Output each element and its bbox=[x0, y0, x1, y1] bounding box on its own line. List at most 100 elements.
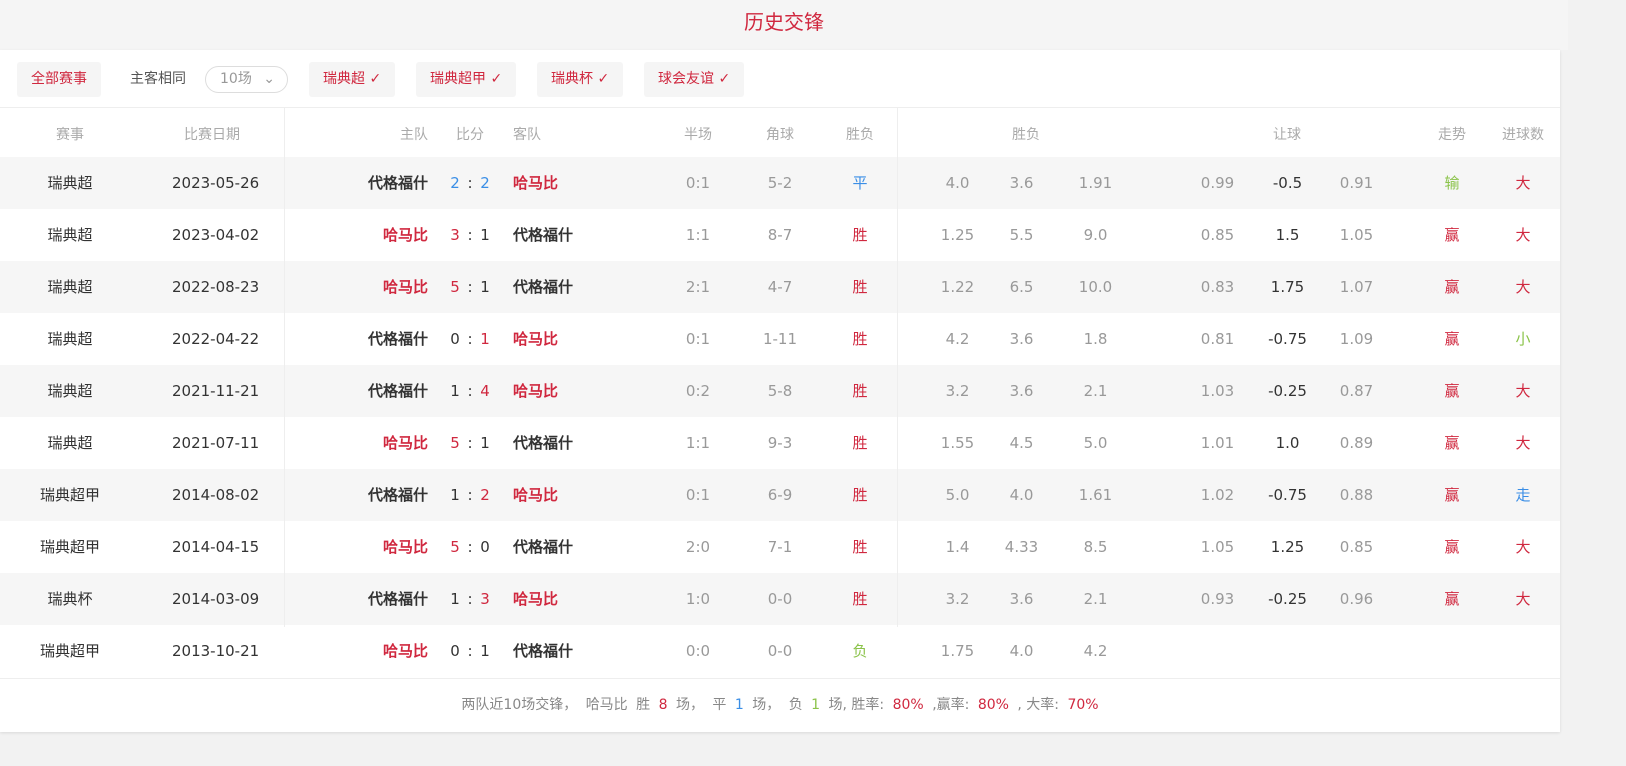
handicap-line-cell: 1.5 bbox=[1275, 226, 1300, 244]
history-panel: 全部赛事 主客相同 10场 ⌄ 瑞典超 ✓ 瑞典超甲 ✓ 瑞典杯 ✓ 球会友谊 ✓… bbox=[0, 50, 1560, 732]
odds-away-cell: 4.2 bbox=[1083, 642, 1108, 660]
check-icon: ✓ bbox=[718, 71, 731, 87]
table-row[interactable]: 瑞典超甲 2014-08-02 0:1 6-9 5.0 4.0 1.61 1.02 -0.75 0… bbox=[0, 469, 1560, 521]
summary-text: , 大率: bbox=[1017, 697, 1060, 713]
away-team[interactable]: 代格福什 bbox=[513, 278, 574, 296]
handicap-line-cell: 1.25 bbox=[1270, 538, 1305, 556]
odds-away-cell: 1.8 bbox=[1083, 330, 1108, 348]
summary-line: 两队近10场交锋， 哈马比 胜 8 场， 平 1 场， 负 1 场, 胜率: 8… bbox=[0, 678, 1560, 732]
trend-cell: 赢 bbox=[1444, 278, 1460, 296]
filter-league-3[interactable]: 瑞典杯 ✓ bbox=[537, 62, 624, 97]
score-separator: : bbox=[467, 174, 473, 192]
home-team[interactable]: 哈马比 bbox=[382, 538, 428, 556]
filter-league-4[interactable]: 球会友谊 ✓ bbox=[644, 62, 745, 97]
result-cell: 胜 bbox=[852, 330, 868, 348]
odds-draw-cell: 5.5 bbox=[1009, 226, 1034, 244]
home-team[interactable]: 哈马比 bbox=[382, 278, 428, 296]
score-separator: : bbox=[467, 642, 473, 660]
away-team[interactable]: 哈马比 bbox=[513, 382, 559, 400]
odds-draw-cell: 6.5 bbox=[1009, 278, 1034, 296]
away-team[interactable]: 代格福什 bbox=[513, 642, 574, 660]
half-time-cell: 1:0 bbox=[685, 590, 711, 608]
score-separator: : bbox=[467, 590, 473, 608]
corner-cell: 5-8 bbox=[767, 382, 793, 400]
table-row[interactable]: 瑞典超 2021-11-21 0:2 5-8 3.2 3.6 2.1 1.03 -0.25 0.8… bbox=[0, 365, 1560, 417]
summary-draws: 1 bbox=[734, 697, 744, 713]
away-score: 2 bbox=[480, 174, 490, 192]
result-cell: 胜 bbox=[852, 486, 868, 504]
header-result: 胜负 bbox=[846, 127, 874, 143]
goals-cell: 大 bbox=[1515, 278, 1531, 296]
odds-draw-cell: 4.33 bbox=[1004, 538, 1039, 556]
handicap-away-cell: 0.87 bbox=[1339, 382, 1374, 400]
goals-cell: 大 bbox=[1515, 226, 1531, 244]
league-cell: 瑞典超 bbox=[47, 434, 93, 452]
away-score: 1 bbox=[480, 226, 490, 244]
summary-text: 场， bbox=[675, 697, 704, 713]
divider bbox=[897, 107, 898, 627]
header-half: 半场 bbox=[684, 127, 712, 143]
corner-cell: 7-1 bbox=[767, 538, 793, 556]
home-team[interactable]: 哈马比 bbox=[382, 642, 428, 660]
summary-text: ,赢率: bbox=[932, 697, 970, 713]
score-separator: : bbox=[467, 538, 473, 556]
filter-league-2[interactable]: 瑞典超甲 ✓ bbox=[416, 62, 517, 97]
away-team[interactable]: 哈马比 bbox=[513, 486, 559, 504]
result-cell: 胜 bbox=[852, 434, 868, 452]
table-row[interactable]: 瑞典超 2022-08-23 2:1 4-7 1.22 6.5 10.0 0.83 1.75 1.… bbox=[0, 261, 1560, 313]
filter-label: 瑞典杯 bbox=[551, 71, 593, 87]
away-team[interactable]: 代格福什 bbox=[513, 226, 574, 244]
trend-cell: 输 bbox=[1444, 174, 1460, 192]
match-count-select[interactable]: 10场 ⌄ bbox=[205, 66, 288, 93]
header-trend: 走势 bbox=[1438, 127, 1466, 143]
away-team[interactable]: 哈马比 bbox=[513, 330, 559, 348]
handicap-away-cell: 0.91 bbox=[1339, 174, 1374, 192]
trend-cell: 赢 bbox=[1444, 434, 1460, 452]
odds-draw-cell: 4.5 bbox=[1009, 434, 1034, 452]
table-row[interactable]: 瑞典超 2023-04-02 1:1 8-7 1.25 5.5 9.0 0.85 1.5 1.05… bbox=[0, 209, 1560, 261]
table-row[interactable]: 瑞典超 2021-07-11 1:1 9-3 1.55 4.5 5.0 1.01 1.0 0.89… bbox=[0, 417, 1560, 469]
away-team[interactable]: 代格福什 bbox=[513, 538, 574, 556]
handicap-home-cell: 0.81 bbox=[1200, 330, 1235, 348]
filter-league-1[interactable]: 瑞典超 ✓ bbox=[309, 62, 396, 97]
home-team[interactable]: 代格福什 bbox=[367, 382, 428, 400]
home-team[interactable]: 哈马比 bbox=[382, 226, 428, 244]
table-row[interactable]: 瑞典超甲 2014-04-15 2:0 7-1 1.4 4.33 8.5 1.05 1.25 0.… bbox=[0, 521, 1560, 573]
odds-draw-cell: 4.0 bbox=[1009, 486, 1034, 504]
table-row[interactable]: 瑞典杯 2014-03-09 1:0 0-0 3.2 3.6 2.1 0.93 -0.25 0.9… bbox=[0, 573, 1560, 625]
date-cell: 2014-08-02 bbox=[172, 486, 260, 504]
table-row[interactable]: 瑞典超 2022-04-22 0:1 1-11 4.2 3.6 1.8 0.81 -0.75 1.… bbox=[0, 313, 1560, 365]
summary-lose-label: 负 bbox=[788, 697, 803, 713]
summary-wins: 8 bbox=[658, 697, 668, 713]
match-count-value: 10场 bbox=[220, 71, 252, 87]
summary-text: 两队近10场交锋， bbox=[461, 697, 578, 713]
trend-cell: 赢 bbox=[1444, 486, 1460, 504]
summary-text: 场, 胜率: bbox=[828, 697, 885, 713]
score-separator: : bbox=[467, 278, 473, 296]
away-team[interactable]: 哈马比 bbox=[513, 590, 559, 608]
away-score: 0 bbox=[480, 538, 490, 556]
half-time-cell: 0:2 bbox=[685, 382, 711, 400]
home-team[interactable]: 代格福什 bbox=[367, 486, 428, 504]
all-competitions-button[interactable]: 全部赛事 bbox=[17, 62, 101, 97]
home-team[interactable]: 代格福什 bbox=[367, 330, 428, 348]
header-corner: 角球 bbox=[766, 127, 794, 143]
away-team[interactable]: 代格福什 bbox=[513, 434, 574, 452]
away-team[interactable]: 哈马比 bbox=[513, 174, 559, 192]
table-row[interactable]: 瑞典超 2023-05-26 0:1 5-2 4.0 3.6 1.91 0.99 -0.5 0.9… bbox=[0, 157, 1560, 209]
away-score: 1 bbox=[480, 278, 490, 296]
date-cell: 2014-04-15 bbox=[172, 538, 260, 556]
handicap-away-cell: 0.96 bbox=[1339, 590, 1374, 608]
home-score: 5 bbox=[450, 434, 460, 452]
same-home-away-toggle[interactable]: 主客相同 bbox=[130, 71, 186, 87]
home-score: 1 bbox=[450, 382, 460, 400]
home-team[interactable]: 代格福什 bbox=[367, 174, 428, 192]
odds-away-cell: 10.0 bbox=[1078, 278, 1113, 296]
home-team[interactable]: 哈马比 bbox=[382, 434, 428, 452]
table-row[interactable]: 瑞典超甲 2013-10-21 0:0 0-0 1.75 4.0 4.2 哈马比 0:1 代格福什… bbox=[0, 625, 1560, 677]
home-team[interactable]: 代格福什 bbox=[367, 590, 428, 608]
corner-cell: 6-9 bbox=[767, 486, 793, 504]
away-score: 4 bbox=[480, 382, 490, 400]
home-score: 2 bbox=[450, 174, 460, 192]
date-cell: 2021-11-21 bbox=[172, 382, 260, 400]
